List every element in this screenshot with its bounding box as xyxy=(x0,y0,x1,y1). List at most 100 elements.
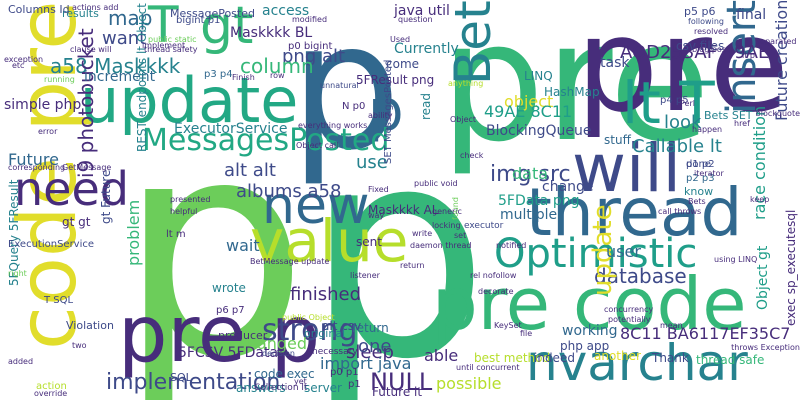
word-check-195: check xyxy=(460,151,484,160)
word-t-sql-114: T SQL xyxy=(44,295,74,306)
word-hashmap-85: HashMap xyxy=(544,85,600,99)
word-stuff-87: stuff xyxy=(604,133,631,147)
word-sleep-40: sleep xyxy=(346,342,394,363)
word-p2-p3-96: p2 p3 xyxy=(686,173,715,184)
word-etc-156: etc xyxy=(12,61,25,70)
word-multiple-83: multiple xyxy=(500,207,558,223)
word-access-68: access xyxy=(262,3,310,19)
word-using-linq-175: using LINQ xyxy=(714,255,758,264)
word-sent-64: sent xyxy=(356,235,382,249)
word-look-50: look xyxy=(664,112,702,133)
word-able-54: able xyxy=(424,346,459,365)
word-executor-130: executor xyxy=(464,221,504,231)
word-blog-post-136: blog post xyxy=(692,45,730,54)
word-done-97: done xyxy=(686,159,711,170)
word-public-object-167: public Object xyxy=(282,313,335,322)
word-producer-122: producer xyxy=(218,329,268,342)
word-blockquote-133: blockquote xyxy=(755,109,800,118)
word-two-155: two xyxy=(72,341,87,350)
word-way-168: way xyxy=(368,211,385,220)
word-finish-188: Finish xyxy=(232,73,255,82)
word-right-161: right xyxy=(8,269,27,278)
word-executionservice-121: ExecutionService xyxy=(8,239,95,250)
word-maskkkk-bl-70: Maskkkk BL xyxy=(230,25,313,41)
word-anything-147: anything xyxy=(448,79,484,88)
word-p1-p2-95: p1 p2 xyxy=(686,159,715,170)
word-override-186: override xyxy=(34,389,68,398)
word-keep-154: keep xyxy=(750,195,770,204)
word-perl-149: Perl xyxy=(680,99,695,108)
word-corresponding-159: corresponding xyxy=(8,163,66,172)
word-object-47: object xyxy=(504,92,554,111)
word-throws-exception-181: throws Exception xyxy=(731,343,800,352)
word-maskkkk-al-72: Maskkkk AL xyxy=(368,203,439,217)
word-answers-116: answers xyxy=(236,381,286,395)
word-server-117: server xyxy=(304,381,342,395)
word-exec-sp-executesql-63: exec sp_executesql xyxy=(784,209,798,326)
word-update-7: update xyxy=(80,64,299,137)
word-wait-37: wait xyxy=(226,236,260,255)
word-p-18: p xyxy=(368,79,404,144)
word-p1-125: p1 xyxy=(348,379,361,390)
word-locking-170: locking xyxy=(432,221,461,230)
word-wrote-108: wrote xyxy=(212,281,246,295)
word-write-171: write xyxy=(412,229,433,238)
word-concurrency-178: concurrency xyxy=(604,305,654,314)
word-value-13: value xyxy=(250,207,409,275)
word-set-196: set xyxy=(454,231,467,240)
word-strong-24: strong xyxy=(262,313,358,348)
word-object-call-164: Object call xyxy=(296,141,339,150)
word-p0-bigint-103: p0 bigint xyxy=(288,41,333,52)
word-5fdata-png-73: 5FData png xyxy=(498,193,580,209)
word-separated-137: separated xyxy=(756,37,797,46)
word-map-31: map xyxy=(108,6,153,30)
word-implementation-26: implementation xyxy=(106,370,281,395)
word-best-method-76: best method xyxy=(474,351,551,365)
word-error-157: error xyxy=(38,127,58,136)
word-notified-174: notified xyxy=(496,241,527,250)
word-csv-files-88: csv files xyxy=(676,39,725,53)
word-future-lt-75: Future lt xyxy=(372,385,423,399)
word-actions-add-187: actions add xyxy=(72,3,119,12)
word-alt-csv-118: alt csv xyxy=(322,319,362,333)
word-albums-a58-39: albums a58 xyxy=(236,181,342,202)
word-call-throws-153: call throws xyxy=(658,207,702,216)
word-bets-set-93: Bets SET xyxy=(704,109,753,122)
word-violation-120: Violation xyxy=(66,319,114,332)
word-until-concurrent-184: until concurrent xyxy=(456,363,520,372)
word-columns-id-100: Columns Id xyxy=(8,3,70,16)
word-presented-163: presented xyxy=(170,195,211,204)
word-gt-16: gt xyxy=(200,0,254,56)
word-p6-p7-109: p6 p7 xyxy=(216,305,245,316)
word-potentially-179: potentially xyxy=(608,315,651,324)
word-p3-p4-104: p3 p4 xyxy=(204,69,233,80)
word-modified-146: modified xyxy=(292,15,328,24)
word-bigint-p1-102: bigint p1 xyxy=(176,15,221,26)
word-user-38: user xyxy=(606,242,641,261)
word-public-void-194: public void xyxy=(414,179,458,188)
word-href-150: href xyxy=(734,119,750,128)
word-indeed-81: indeed xyxy=(534,351,575,365)
word-getmessage-160: GetMessage xyxy=(62,163,112,172)
word-ability-190: ability xyxy=(368,111,393,120)
word-messagesposted-23: MessagesPosted xyxy=(142,123,390,158)
word-thank-80: Thank xyxy=(652,351,689,365)
word-decorate-177: decorate xyxy=(478,287,514,296)
word-happen-151: happen xyxy=(692,125,723,134)
word-object-gt-62: Object gt xyxy=(755,245,771,310)
word-null-25: NULL xyxy=(370,368,433,396)
word-lt-p-138: lt p xyxy=(742,51,755,60)
word-lt-m-107: lt m xyxy=(166,229,186,240)
word-return-90: return xyxy=(352,321,389,335)
word-one-53: one xyxy=(358,336,392,357)
word-final-89: final xyxy=(736,7,767,23)
word-exception-139: exception xyxy=(4,55,44,64)
word-use-55: use xyxy=(356,152,388,173)
word-betmessage-update-165: BetMessage update xyxy=(250,257,330,266)
word-thread-11: thread xyxy=(526,174,743,251)
word-callable-lt-46: Callable lt xyxy=(632,136,722,157)
word-bets-198: Bets xyxy=(688,197,706,206)
word-will-10: will xyxy=(572,130,681,207)
word-collection-lt-128: Collection lt xyxy=(254,383,308,393)
